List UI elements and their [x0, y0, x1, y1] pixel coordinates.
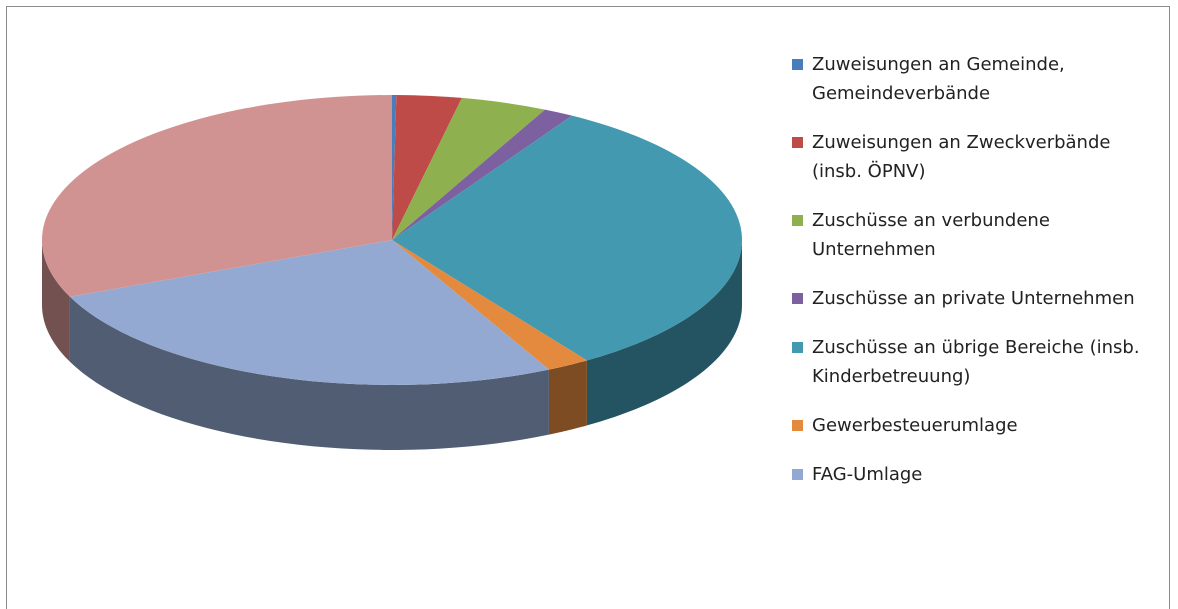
legend-label: Zuweisungen an Gemeinde, Gemeindeverbänd… — [812, 54, 1065, 104]
pie-slice — [392, 95, 397, 240]
chart-frame — [6, 6, 1170, 609]
legend-swatch — [792, 293, 803, 304]
pie-slice — [41, 95, 392, 297]
legend-label: Zuweisungen an Zweckverbände (insb. ÖPNV… — [812, 132, 1111, 182]
pie-slice — [392, 115, 743, 361]
pie-chart — [41, 95, 743, 450]
legend-swatch — [792, 342, 803, 353]
legend-item: Zuschüsse an private Unternehmen — [792, 284, 1152, 313]
legend-item: Zuweisungen an Zweckverbände (insb. ÖPNV… — [792, 128, 1152, 186]
legend-swatch — [792, 469, 803, 480]
legend-item: FAG-Umlage — [792, 460, 1152, 489]
legend-label: FAG-Umlage — [812, 464, 923, 485]
legend-label: Gewerbesteuerumlage — [812, 415, 1018, 436]
legend-label: Zuschüsse an verbundene Unternehmen — [812, 210, 1050, 260]
legend-label: Zuschüsse an private Unternehmen — [812, 288, 1135, 309]
legend-swatch — [792, 59, 803, 70]
legend-swatch — [792, 137, 803, 148]
legend: Zuweisungen an Gemeinde, Gemeindeverbänd… — [792, 50, 1152, 509]
pie-slice — [392, 95, 462, 241]
legend-item: Gewerbesteuerumlage — [792, 411, 1152, 440]
pie-slice — [392, 240, 587, 370]
legend-item: Zuweisungen an Gemeinde, Gemeindeverbänd… — [792, 50, 1152, 108]
legend-item: Zuschüsse an übrige Bereiche (insb. Kind… — [792, 333, 1152, 391]
legend-item: Zuschüsse an verbundene Unternehmen — [792, 206, 1152, 264]
pie-side — [548, 360, 587, 435]
pie-slice — [392, 97, 545, 240]
legend-label: Zuschüsse an übrige Bereiche (insb. Kind… — [812, 337, 1140, 387]
legend-swatch — [792, 420, 803, 431]
pie-side — [69, 296, 549, 450]
pie-slice — [69, 240, 549, 385]
legend-swatch — [792, 215, 803, 226]
pie-side — [42, 240, 70, 362]
pie-slice — [392, 109, 573, 240]
pie-side — [586, 240, 742, 426]
